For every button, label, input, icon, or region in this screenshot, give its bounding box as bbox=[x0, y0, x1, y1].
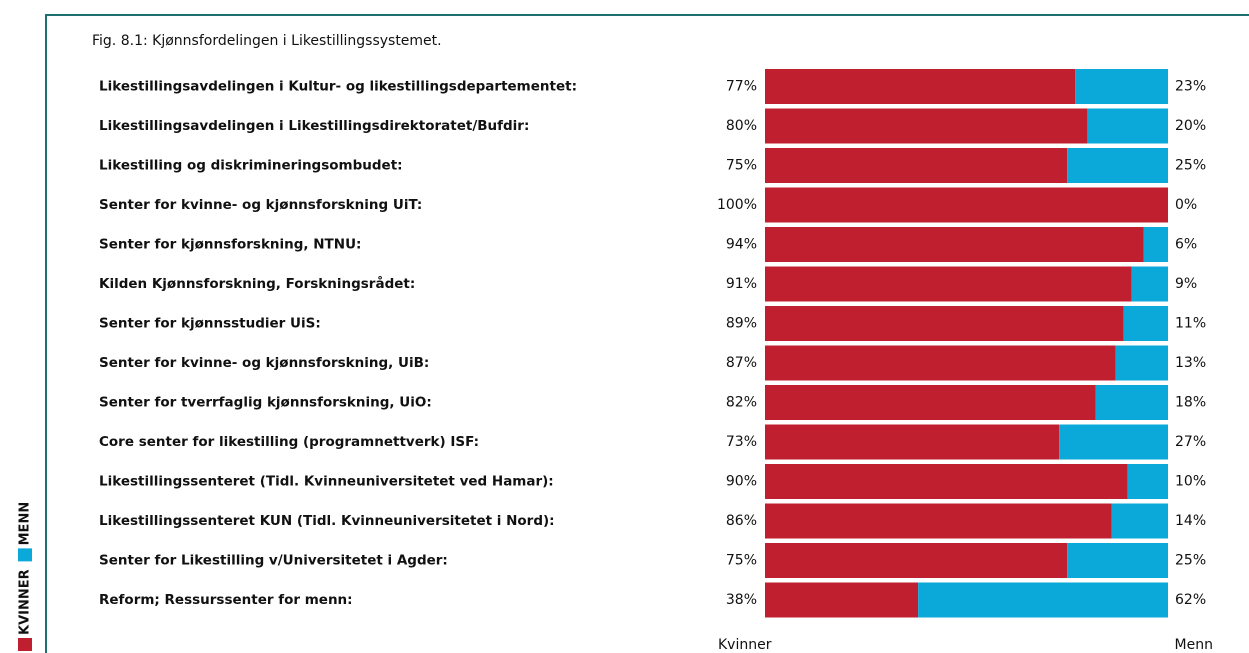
bar-segment bbox=[1059, 424, 1168, 460]
category-label: Senter for tverrfaglig kjønnsforskning, … bbox=[99, 395, 432, 411]
value-label: 6% bbox=[1175, 237, 1197, 253]
category-label: Reform; Ressurssenter for menn: bbox=[99, 592, 353, 608]
value-label: 20% bbox=[1175, 118, 1206, 134]
bar-segment bbox=[1095, 385, 1168, 420]
chart-title: Fig. 8.1: Kjønnsfordelingen i Likestilli… bbox=[92, 33, 442, 49]
bar-segment bbox=[1067, 543, 1168, 578]
legend: KVINNER MENN bbox=[18, 502, 33, 651]
value-label: 13% bbox=[1175, 355, 1206, 371]
value-label: 86% bbox=[726, 513, 757, 529]
value-label: 94% bbox=[726, 237, 757, 253]
axis-label-right: Menn bbox=[1175, 637, 1213, 653]
bar-segment bbox=[765, 503, 1112, 539]
value-label: 75% bbox=[726, 158, 757, 174]
category-label: Senter for kjønnsstudier UiS: bbox=[99, 316, 321, 332]
value-label: 75% bbox=[726, 553, 757, 569]
bar-segment bbox=[765, 543, 1068, 578]
value-label: 10% bbox=[1175, 474, 1206, 490]
legend-label: KVINNER bbox=[18, 569, 33, 635]
value-label: 90% bbox=[726, 474, 757, 490]
bar-segment bbox=[1123, 306, 1168, 341]
legend-swatch bbox=[18, 638, 32, 651]
value-label: 0% bbox=[1175, 197, 1197, 213]
category-label: Likestillingssenteret (Tidl. Kvinneunive… bbox=[99, 474, 554, 490]
bar-segment bbox=[765, 69, 1076, 104]
value-label: 27% bbox=[1175, 434, 1206, 450]
value-label: 9% bbox=[1175, 276, 1197, 292]
category-label: Kilden Kjønnsforskning, Forskningsrådet: bbox=[99, 275, 415, 292]
value-label: 73% bbox=[726, 434, 757, 450]
value-label: 11% bbox=[1175, 316, 1206, 332]
bar-segment bbox=[1075, 69, 1168, 104]
frame bbox=[45, 14, 1249, 653]
category-label: Likestillingsavdelingen i Kultur- og lik… bbox=[99, 79, 577, 95]
bar-segment bbox=[765, 582, 919, 618]
bar-segment bbox=[765, 464, 1128, 499]
bar-segment bbox=[1115, 345, 1168, 381]
bar-segment bbox=[1087, 108, 1168, 144]
bar-segment bbox=[765, 148, 1068, 183]
category-label: Core senter for likestilling (programnet… bbox=[99, 434, 479, 450]
legend-label: MENN bbox=[18, 502, 33, 546]
bar-segment bbox=[765, 306, 1124, 341]
category-label: Likestillingssenteret KUN (Tidl. Kvinneu… bbox=[99, 513, 555, 529]
axis-label-left: Kvinner bbox=[718, 637, 772, 653]
value-label: 80% bbox=[726, 118, 757, 134]
bar-segment bbox=[1127, 464, 1168, 499]
bar-segment bbox=[765, 227, 1144, 262]
category-label: Senter for Likestilling v/Universitetet … bbox=[99, 553, 448, 569]
value-label: 25% bbox=[1175, 158, 1206, 174]
category-label: Likestilling og diskrimineringsombudet: bbox=[99, 158, 403, 174]
category-label: Senter for kjønnsforskning, NTNU: bbox=[99, 237, 361, 253]
value-label: 62% bbox=[1175, 592, 1206, 608]
bar-segment bbox=[1111, 503, 1168, 539]
bar-segment bbox=[765, 108, 1088, 144]
category-label: Senter for kvinne- og kjønnsforskning, U… bbox=[99, 355, 429, 371]
value-label: 77% bbox=[726, 79, 757, 95]
bar-segment bbox=[765, 266, 1132, 302]
value-label: 82% bbox=[726, 395, 757, 411]
bar-segment bbox=[765, 385, 1096, 420]
value-label: 25% bbox=[1175, 553, 1206, 569]
bar-segment bbox=[765, 345, 1116, 381]
value-label: 23% bbox=[1175, 79, 1206, 95]
value-label: 100% bbox=[717, 197, 757, 213]
legend-swatch bbox=[18, 548, 32, 562]
value-label: 14% bbox=[1175, 513, 1206, 529]
bar-segment bbox=[1131, 266, 1168, 302]
value-label: 18% bbox=[1175, 395, 1206, 411]
category-label: Senter for kvinne- og kjønnsforskning Ui… bbox=[99, 197, 422, 213]
value-label: 87% bbox=[726, 355, 757, 371]
bar-segment bbox=[918, 582, 1168, 618]
category-label: Likestillingsavdelingen i Likestillingsd… bbox=[99, 118, 529, 134]
bar-segment bbox=[1067, 148, 1168, 183]
value-label: 89% bbox=[726, 316, 757, 332]
bar-segment bbox=[1143, 227, 1168, 262]
value-label: 91% bbox=[726, 276, 757, 292]
bar-segment bbox=[765, 424, 1060, 460]
value-label: 38% bbox=[726, 592, 757, 608]
bar-segment bbox=[765, 187, 1168, 223]
